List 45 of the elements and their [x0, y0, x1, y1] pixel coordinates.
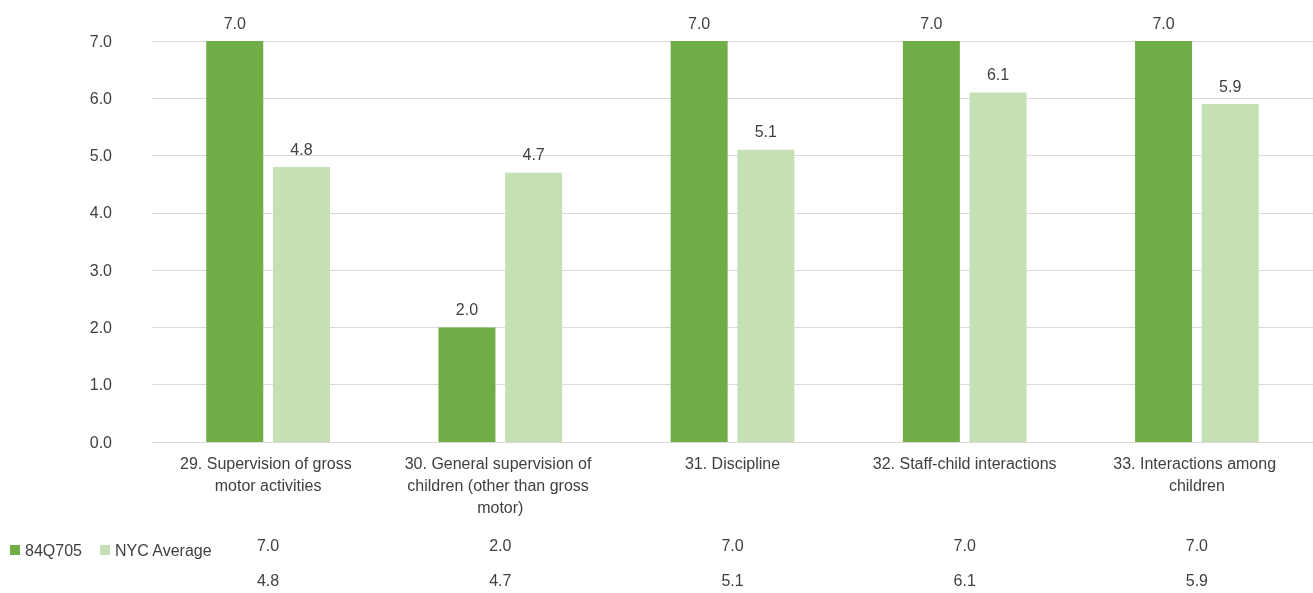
x-tick-label: 29. Supervision of gross motor activities — [180, 454, 357, 494]
bar — [505, 172, 563, 442]
data-label: 5.1 — [721, 571, 744, 589]
x-tick-label: 30. General supervision of children (other than gross motor) — [404, 454, 596, 516]
data-label: 6.1 — [953, 571, 976, 589]
x-tick-label: 33. Interactions among children — [1113, 454, 1281, 494]
bar — [737, 149, 795, 442]
y-tick-label: 0.0 — [89, 433, 113, 451]
legend-label: NYC Average — [114, 541, 212, 559]
y-tick-label: 7.0 — [89, 32, 113, 50]
x-tick-label: 32. Staff-child interactions — [872, 454, 1057, 472]
text: 2.0 — [455, 300, 479, 318]
bar — [969, 92, 1027, 442]
text: 4.8 — [290, 140, 313, 158]
y-tick-label: 6.0 — [89, 89, 113, 107]
y-tick-label: 4.0 — [89, 204, 113, 222]
data-label: 2.0 — [489, 536, 512, 554]
text: 7.0 — [920, 14, 943, 32]
legend-label: 84Q705 — [25, 541, 83, 559]
bar — [272, 167, 330, 442]
data-label: 4.7 — [489, 571, 512, 589]
data-label: 7.0 — [721, 536, 744, 554]
y-tick-label: 3.0 — [89, 261, 113, 279]
bar — [902, 41, 960, 442]
text: 7.0 — [688, 14, 711, 32]
data-label: 5.9 — [1185, 571, 1209, 589]
text: 5.9 — [1219, 77, 1242, 95]
data-label: 7.0 — [256, 536, 280, 554]
bar — [438, 327, 496, 442]
text: 7.0 — [223, 14, 246, 32]
text: 6.1 — [986, 66, 1010, 84]
data-label: 7.0 — [953, 536, 976, 554]
x-tick-label: 31. Discipline — [684, 454, 781, 472]
bar — [1201, 104, 1259, 442]
y-tick-label: 5.0 — [89, 147, 113, 165]
bar — [1135, 41, 1193, 442]
bar — [670, 41, 728, 442]
y-tick-label: 2.0 — [89, 318, 113, 336]
y-tick-label: 1.0 — [89, 376, 113, 394]
data-label: 4.8 — [256, 571, 280, 589]
text: 5.1 — [754, 123, 777, 141]
bar — [206, 41, 264, 442]
text: 4.7 — [522, 146, 545, 164]
text: 7.0 — [1152, 14, 1175, 32]
data-label: 7.0 — [1185, 536, 1209, 554]
